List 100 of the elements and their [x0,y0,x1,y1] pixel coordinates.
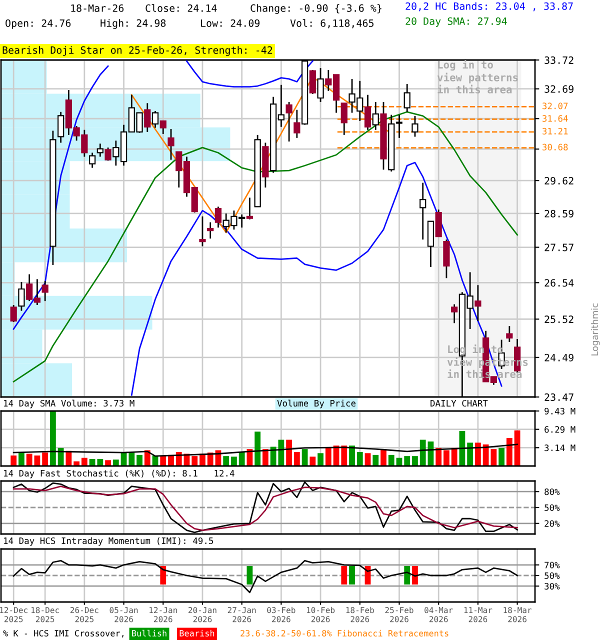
candlestick [420,182,426,240]
y-tick-label: 80% [544,488,560,496]
x-tick-label: 20-Jan 2026 [188,607,216,622]
x-tick-label: 27-Jan 2026 [228,607,256,622]
bar [412,456,418,466]
candlestick [207,222,214,240]
y-tick-label: 30% [544,582,560,590]
bar [238,452,245,466]
bar [364,453,371,466]
y-tick-label: 23.47 [544,393,574,401]
bar [112,460,119,466]
y-tick-label: 50% [544,504,560,511]
x-tick-label: 10-Feb 2026 [306,606,335,622]
candlestick [317,67,324,103]
candlestick [96,142,104,158]
candlestick [10,304,17,323]
chart-title: 14 Day Fast Stochastic (%K) (%D): 8.1 12.4 [4,470,234,478]
bar [404,456,410,466]
bar [444,450,450,466]
bar [192,456,198,466]
candlestick [340,102,348,136]
y-tick-label: 29.62 [544,176,574,185]
y-tick-label: 33.72 [544,56,574,64]
ref-line-label: 30.68 [542,144,568,150]
bar [302,449,308,466]
text: Bullish [132,630,166,636]
y-tick-label: 9.43 M [544,408,576,414]
legend-title: % K - HCS IMI Crossover, [3,630,124,638]
y-tick-label: 20% [544,520,560,527]
bar [459,431,466,466]
text: Close: 24.14 [146,4,217,12]
bar [349,446,355,466]
x-tick-label: 12-Dec 2025 [0,607,28,622]
text: Volume By Price [277,400,356,408]
ref-line-label: 31.64 [542,115,568,122]
x-tick-label: 04-Mar 2026 [424,607,453,622]
bar [436,448,442,466]
text: Bearish [180,630,214,636]
text: 18-Mar-26 [71,4,124,12]
candlestick [199,216,206,247]
bar [26,454,32,466]
bar [325,448,332,466]
bar [58,448,64,466]
bar [506,438,512,466]
ref-line-label: 32.07 [542,102,568,110]
text: High: 24.98 [100,19,166,29]
text: Open: 24.76 [6,19,71,29]
bar [372,454,379,466]
bar [50,411,56,466]
y-tick-label: 3.14 M [544,444,576,452]
candlestick [42,280,48,302]
bar [356,452,363,466]
chart-title: 14 Day HCS Intraday Momentum (IMI): 49.5 [4,537,214,546]
y-tick-label: 32.69 [544,85,574,93]
x-tick-label: 26-Dec 2025 [70,607,98,622]
bar [10,456,17,466]
candlestick [88,152,96,168]
bar [294,452,300,466]
text: 20,2 HC Bands: 23.04 , 33.87 [406,2,573,12]
text: Bearish Doji Star on 25-Feb-26, Strength: -42 [2,46,272,56]
bar [128,452,135,466]
text: 14 Day SMA Volume: 3.73 M [4,400,134,408]
x-tick-label: 05-Jan 2026 [110,607,138,622]
y-tick-label: 70% [544,562,560,568]
y-tick-label: 24.49 [544,354,574,362]
y-tick-label: 27.57 [544,244,574,252]
bar [136,454,142,466]
y-tick-label: 6.29 M [544,426,576,433]
candlestick [18,281,25,312]
text: 20 Day SMA: 27.94 [406,17,507,27]
bar [498,448,505,466]
x-tick-label: 18-Feb 2026 [346,606,374,622]
bar [262,449,268,466]
y-tick-label: 25.52 [544,316,574,324]
candlestick [372,101,379,131]
line-series [12,560,518,594]
candlestick [152,110,159,128]
text: Change: -0.90 {-3.6 %} [250,4,382,14]
text: 23.6-38.2-50-61.8% Fibonacci Retracements [240,630,448,636]
x-tick-label: 03-Feb 2026 [267,606,296,622]
x-tick-label: 11-Mar 2026 [464,607,492,622]
bar [380,449,386,466]
bar [388,454,394,466]
bar [231,456,237,466]
text: DAILY CHART [430,400,488,407]
x-tick-label: 18-Mar 2026 [504,607,532,622]
bar [341,446,348,466]
bar [451,448,458,466]
candlestick [412,115,418,138]
line-series [12,444,518,457]
bar [18,452,24,466]
bar [97,459,104,466]
ref-line-label: 31.21 [542,128,568,134]
x-tick-label: 25-Feb 2026 [385,606,414,622]
y-tick-label: 50% [544,572,560,579]
candlestick [168,128,174,160]
text: Vol: 6,118,465 [290,19,374,28]
bar [467,442,474,466]
x-tick-label: 18-Dec 2025 [31,607,59,622]
bar [318,453,324,466]
